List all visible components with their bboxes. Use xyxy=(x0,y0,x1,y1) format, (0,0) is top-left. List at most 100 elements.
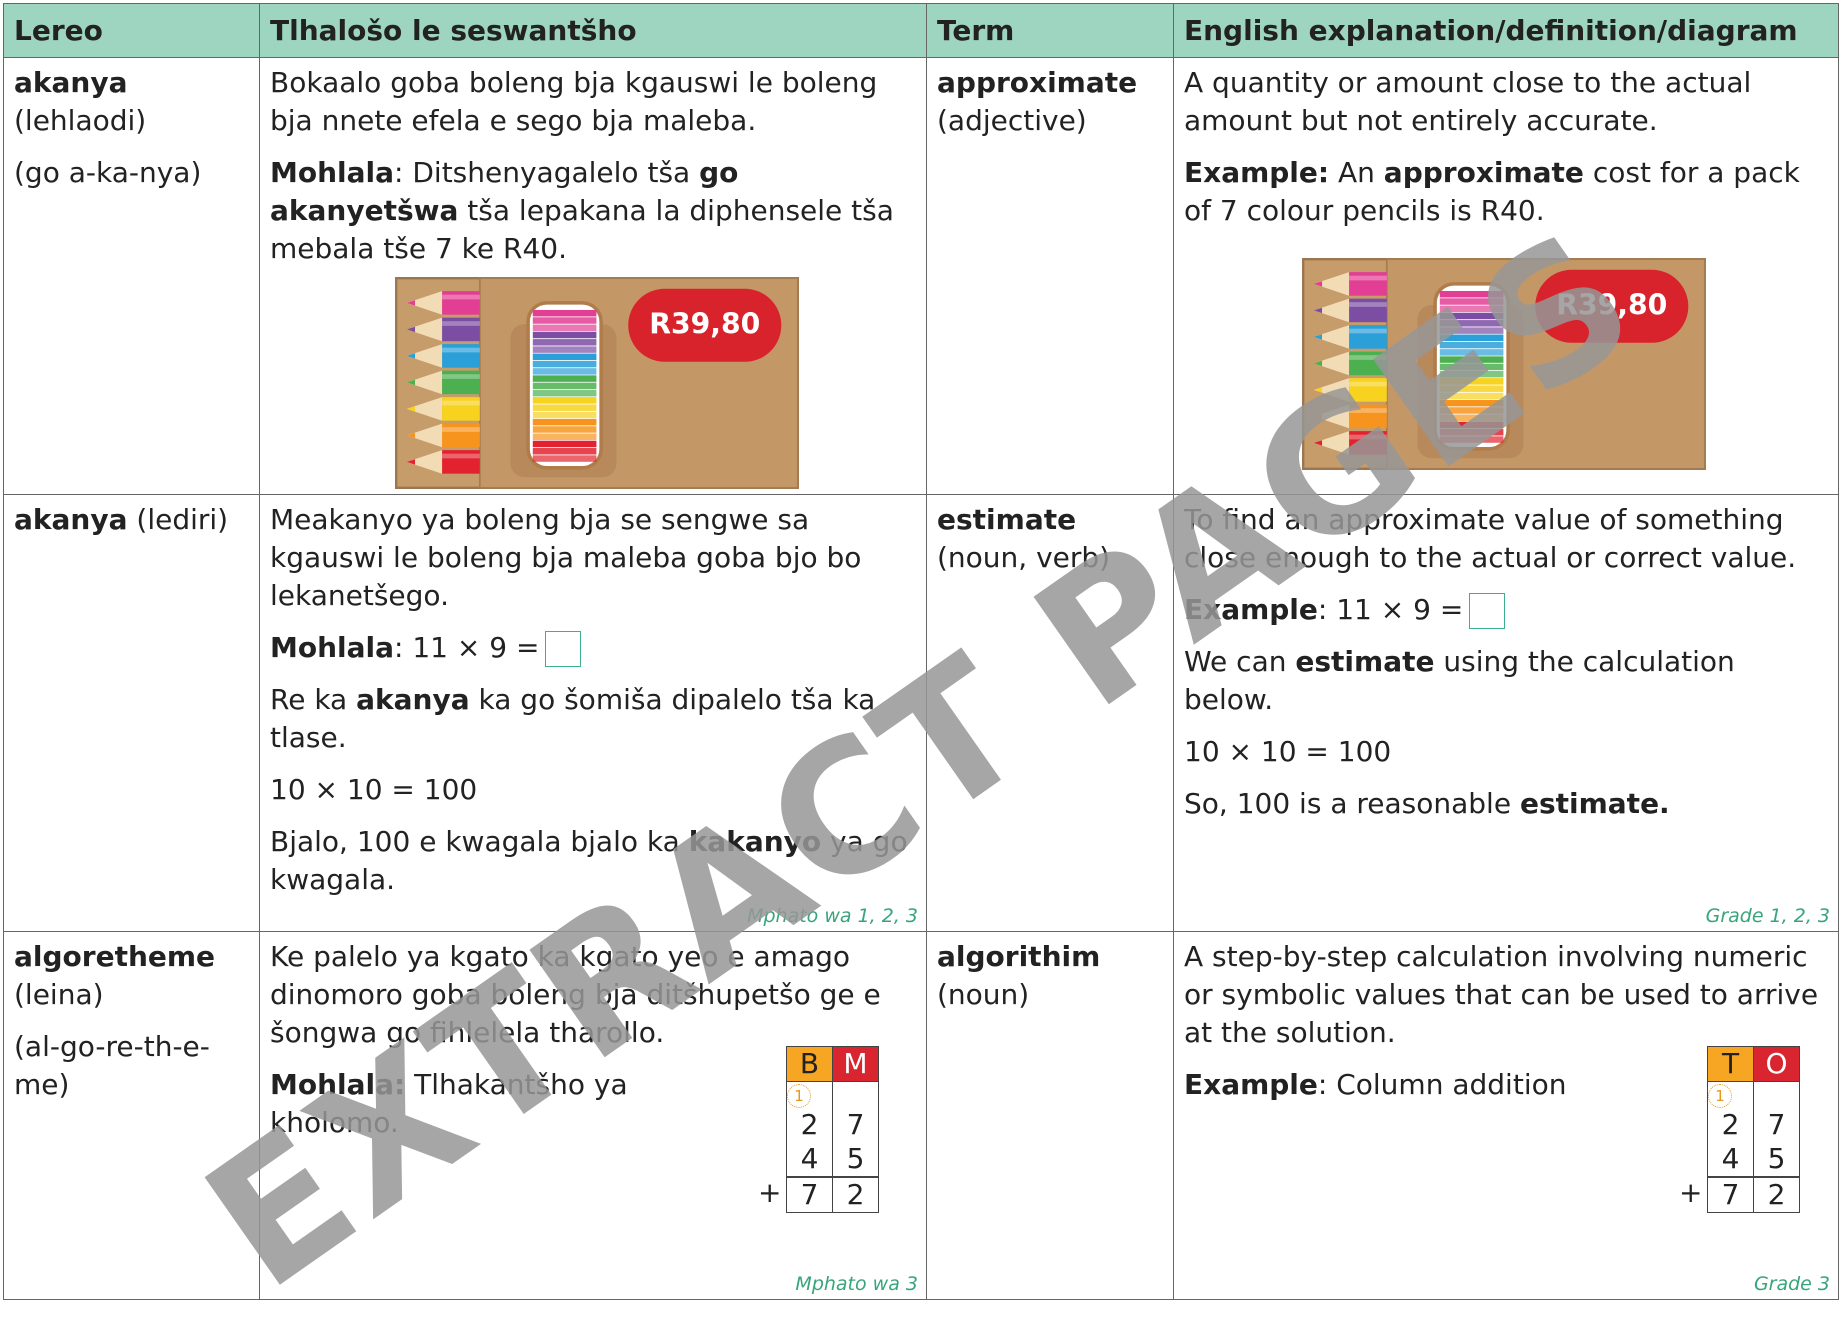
cell: Meakanyo ya boleng bja se sengwe sa kgau… xyxy=(259,494,927,932)
stripe xyxy=(532,346,597,353)
stripe xyxy=(532,331,597,339)
sum-cell: 1 xyxy=(1707,1081,1754,1108)
text: algorithim xyxy=(937,940,1101,973)
pencil-tip xyxy=(406,370,443,395)
pencil-body xyxy=(1349,351,1387,376)
text: Mohlala xyxy=(270,156,395,189)
text: ka go šomiša dipalelo tša ka tlase. xyxy=(270,683,876,754)
pencil-body xyxy=(1349,404,1387,429)
cell: akanya (lediri) xyxy=(3,494,260,932)
sum-cell: 4 xyxy=(1707,1142,1754,1178)
text: 10 × 10 = 100 xyxy=(270,773,478,806)
sum-cell: 7 xyxy=(832,1108,879,1142)
text: (lehlaodi) xyxy=(14,104,147,137)
text: ya go kwagala. xyxy=(270,825,908,896)
row: akanya (lehlaodi) (go a-ka-nya) Bokaalo g… xyxy=(3,57,1839,495)
stripe xyxy=(1439,378,1504,385)
text: A step-by-step calculation involving num… xyxy=(1184,940,1819,1049)
stripe xyxy=(1439,436,1504,443)
pencil-body xyxy=(442,344,480,368)
stripe xyxy=(532,448,597,455)
text: : 11 × 9 = xyxy=(1317,593,1464,626)
text: estimate xyxy=(1295,645,1435,678)
pencil-lead xyxy=(1313,281,1323,287)
sum-cell xyxy=(832,1081,879,1108)
pencil-body xyxy=(442,397,480,421)
text: An xyxy=(1329,156,1384,189)
text: : Column addition xyxy=(1317,1068,1567,1101)
column-addition: B M 1 2 7 4 5 7 2 + xyxy=(736,1046,906,1256)
pencil-shine xyxy=(442,453,480,459)
text: (leina) xyxy=(14,978,104,1011)
pencil-shine xyxy=(1349,302,1387,307)
tbody: Lereo Tlhalošo le seswantšho Term Englis… xyxy=(3,3,1839,1300)
text: A quantity or amount close to the actual… xyxy=(1184,66,1752,137)
cell: A step-by-step calculation involving num… xyxy=(1173,931,1839,1300)
p: Bokaalo goba boleng bja kgauswi le bolen… xyxy=(270,64,916,140)
pencil-shine xyxy=(442,321,480,326)
stripe xyxy=(1439,341,1504,349)
stripe xyxy=(532,411,597,419)
header-row: Lereo Tlhalošo le seswantšho Term Englis… xyxy=(3,3,1839,58)
pencil-body xyxy=(442,450,480,474)
p: To find an approximate value of somethin… xyxy=(1184,501,1828,577)
sum-cell: 5 xyxy=(1753,1142,1800,1178)
p: We can estimate using the calculation be… xyxy=(1184,643,1828,719)
p: 10 × 10 = 100 xyxy=(270,771,916,809)
p: algoretheme (leina) xyxy=(14,938,249,1014)
text: cost for a pack of 7 colour pencils is R… xyxy=(1184,156,1800,227)
pencil-body xyxy=(442,317,480,342)
pencil-lead xyxy=(406,353,416,359)
text: Mphato wa 3 xyxy=(795,1273,918,1295)
stripe xyxy=(532,317,597,324)
pencil-tip xyxy=(406,397,443,421)
pencil-shine xyxy=(1349,355,1387,360)
stripe xyxy=(532,368,597,375)
stripe xyxy=(1439,312,1504,320)
sum-cell: 7 xyxy=(786,1176,833,1213)
sum-cell: 7 xyxy=(1707,1176,1754,1213)
stripe xyxy=(1439,320,1504,327)
text: estimate. xyxy=(1519,787,1670,820)
row: akanya (lediri) Meakanyo ya boleng bja s… xyxy=(3,494,1839,932)
stripe xyxy=(532,324,597,332)
stripe xyxy=(1439,305,1504,313)
sum-cell: 5 xyxy=(832,1142,879,1178)
p: A quantity or amount close to the actual… xyxy=(1184,64,1828,140)
stripe xyxy=(532,455,597,462)
text: akanya xyxy=(14,503,128,536)
sum-cell: 2 xyxy=(786,1108,833,1142)
p: akanya (lediri) xyxy=(14,501,249,539)
stripe xyxy=(532,404,597,411)
stripe xyxy=(532,309,597,317)
p: Ke palelo ya kgato ka kgato yeo e amago … xyxy=(270,938,916,1052)
sum-cell: 7 xyxy=(1753,1108,1800,1142)
stripe xyxy=(532,433,597,441)
row: algoretheme (leina) (al-go-re-th-e-me) Ke… xyxy=(3,931,1839,1300)
pencil-shine xyxy=(1349,275,1387,281)
p: approximate (adjective) xyxy=(937,64,1163,140)
price-tag xyxy=(628,288,782,362)
p: Mohlala: Tlhakantšho ya kholomo. xyxy=(270,1066,670,1142)
pencil-body xyxy=(1349,431,1387,455)
cell: Ke palelo ya kgato ka kgato yeo e amago … xyxy=(259,931,927,1300)
text: : Ditshenyagalelo tša xyxy=(394,156,700,189)
stripe xyxy=(1439,414,1504,422)
text: tša lepakana la diphensele tša mebala tš… xyxy=(270,194,894,265)
text: : 11 × 9 = xyxy=(394,631,540,664)
pencil-tip xyxy=(406,423,443,448)
text: Mohlala xyxy=(270,631,395,664)
text: (al-go-re-th-e-me) xyxy=(14,1030,210,1101)
p: So, 100 is a reasonable estimate. xyxy=(1184,785,1828,823)
text: (go a-ka-nya) xyxy=(14,156,202,189)
text: akanya xyxy=(14,66,128,99)
price: R39,80 xyxy=(1556,289,1667,322)
stripe xyxy=(1439,429,1504,436)
pencil-shine xyxy=(442,400,480,406)
p: Mohlala: Ditshenyagalelo tša go akanyetš… xyxy=(270,154,916,268)
text: We can xyxy=(1184,645,1296,678)
